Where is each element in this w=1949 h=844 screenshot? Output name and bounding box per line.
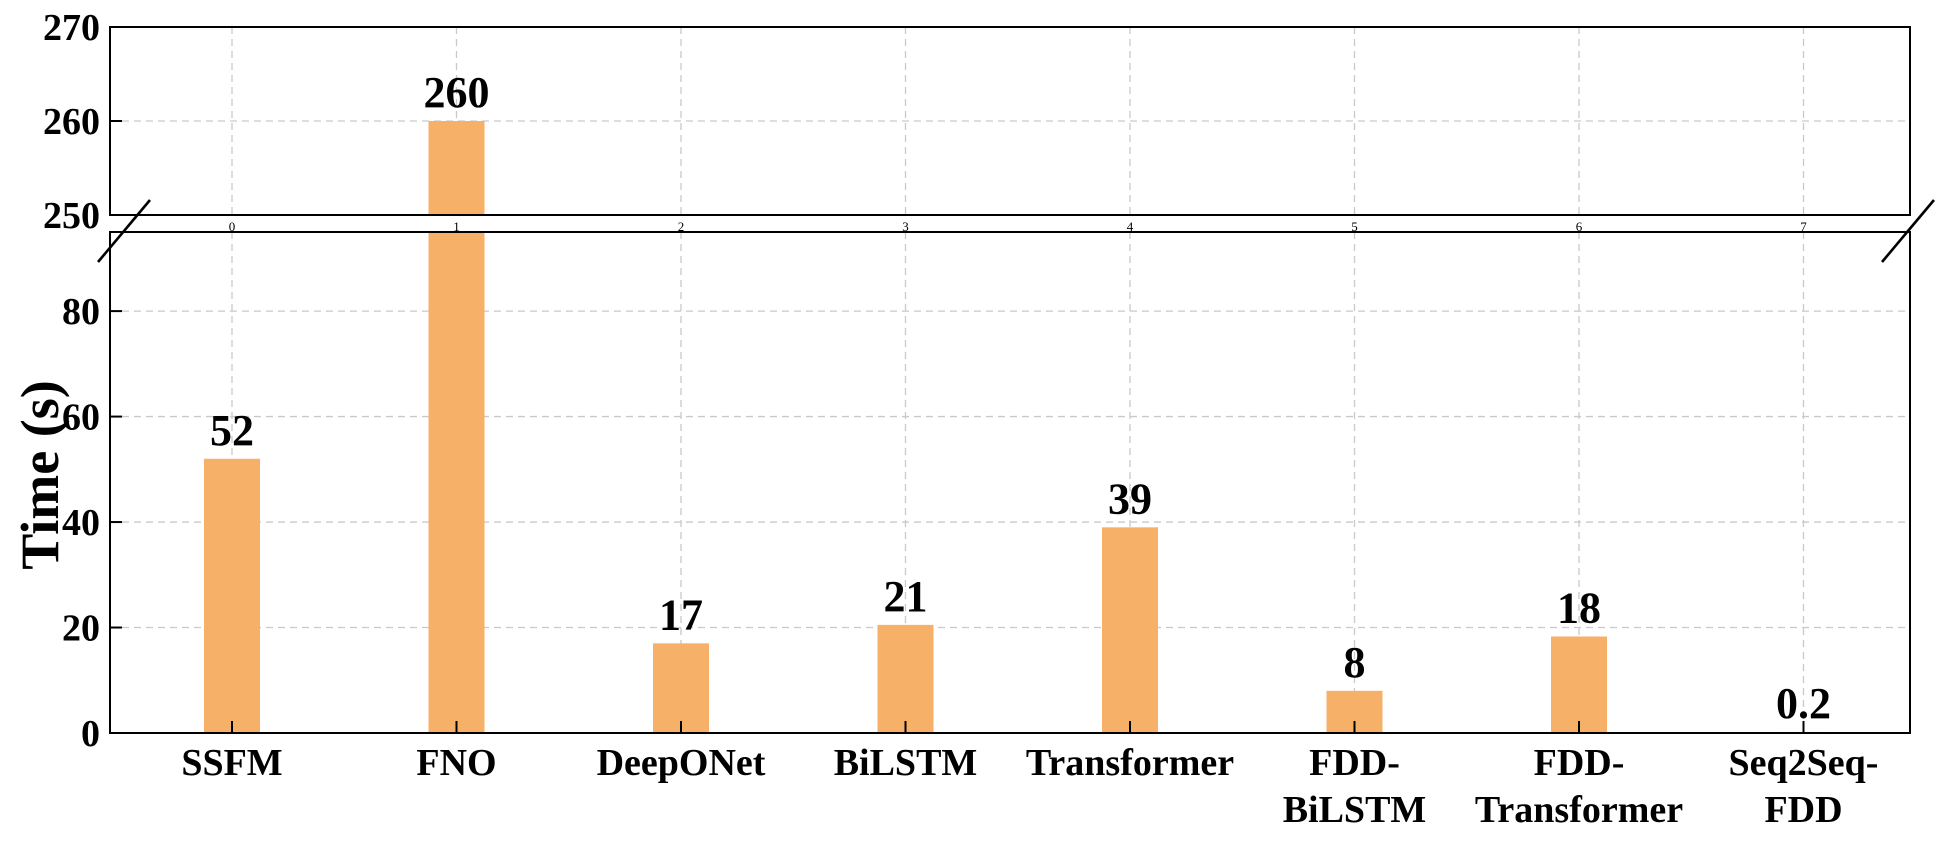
data-label: 39	[1108, 474, 1152, 523]
upper-x-tick-label: 3	[902, 219, 909, 234]
data-label: 0.2	[1776, 679, 1831, 728]
upper-x-tick-label: 1	[453, 219, 460, 234]
upper-y-tick-label: 270	[43, 7, 100, 49]
y-axis-label: Time (s)	[10, 380, 70, 569]
axis-ticks: 250 260 270 0 20 40 60 80 0 1 2 3 4 5 6 7 SSFM FNO DeepONe…	[43, 7, 1878, 831]
x-tick-label: Transformer	[1026, 742, 1234, 784]
data-label: 18	[1557, 583, 1601, 632]
x-tick-label: FDD	[1764, 789, 1842, 831]
upper-x-tick-label: 6	[1576, 219, 1583, 234]
bar	[653, 643, 709, 733]
lower-y-tick-label: 80	[62, 291, 100, 333]
upper-x-tick-label: 5	[1351, 219, 1358, 234]
data-label: 17	[659, 590, 703, 639]
axis-break-mark-right	[1881, 199, 1935, 263]
bar-upper-segment	[428, 121, 485, 215]
x-tick-label: BiLSTM	[1283, 789, 1427, 831]
lower-y-tick-label: 0	[81, 713, 100, 755]
x-tick-label: Transformer	[1475, 789, 1683, 831]
upper-x-tick-label: 0	[229, 219, 236, 234]
upper-y-tick-label: 250	[43, 195, 100, 237]
data-label: 8	[1344, 638, 1366, 687]
x-tick-label: FDD-	[1309, 742, 1400, 784]
axes-frame	[97, 26, 1935, 734]
bar	[877, 624, 934, 733]
lower-y-tick-label: 60	[62, 397, 100, 439]
bar	[204, 458, 260, 733]
x-tick-label: BiLSTM	[834, 742, 978, 784]
data-label: 52	[210, 406, 254, 455]
upper-x-tick-label: 7	[1800, 219, 1807, 234]
lower-axes-frame	[109, 231, 1911, 734]
data-label: 260	[424, 68, 490, 117]
x-tick-label: Seq2Seq-	[1729, 742, 1879, 784]
upper-x-tick-label: 2	[678, 219, 685, 234]
bar	[1551, 636, 1607, 733]
data-label: 21	[884, 572, 928, 621]
axis-break-mark-left	[97, 199, 151, 263]
upper-x-tick-label: 4	[1127, 219, 1134, 234]
x-tick-label: FDD-	[1534, 742, 1625, 784]
bar	[1102, 527, 1158, 733]
bar	[428, 232, 485, 733]
grid-lines	[110, 26, 1910, 734]
bars	[204, 121, 1832, 733]
x-tick-label: FNO	[416, 742, 496, 784]
upper-y-tick-label: 260	[43, 101, 100, 143]
lower-y-tick-label: 20	[62, 608, 100, 650]
lower-y-tick-label: 40	[62, 502, 100, 544]
x-tick-label: DeepONet	[597, 742, 766, 784]
x-tick-label: SSFM	[181, 742, 282, 784]
